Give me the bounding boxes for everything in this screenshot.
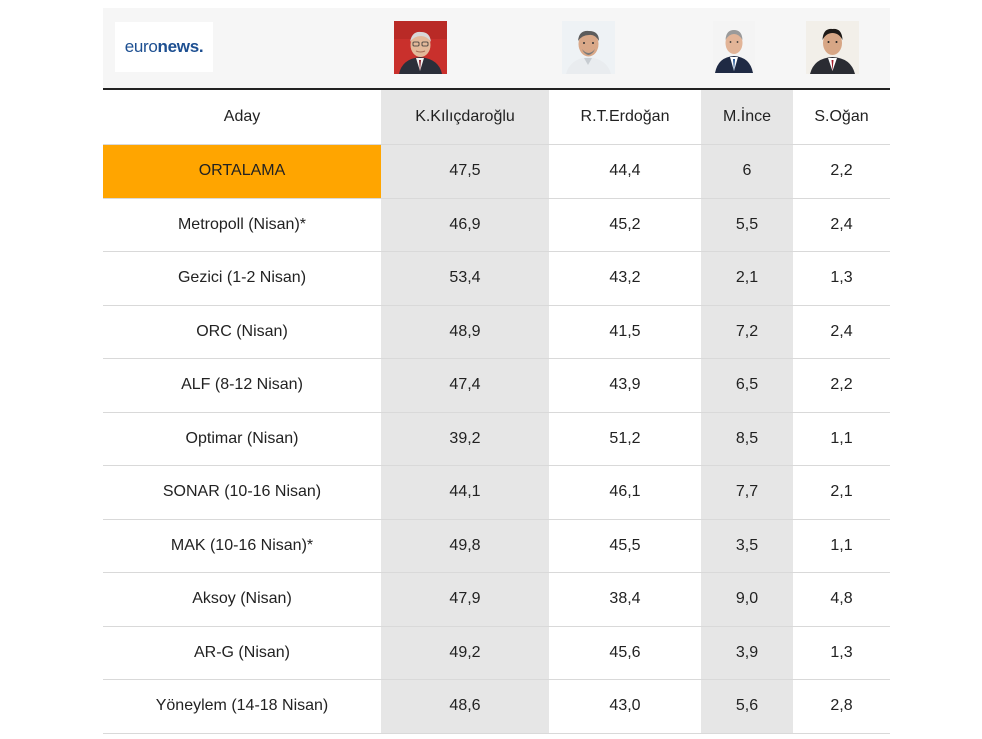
- value-ince: 3,9: [701, 626, 793, 679]
- row-label: ALF (8-12 Nisan): [181, 376, 303, 394]
- row-label: Gezici (1-2 Nisan): [177, 269, 307, 287]
- value-ogan: 2,8: [830, 697, 853, 715]
- table-row: MAK (10-16 Nisan)* 49,8 45,5 3,5 1,1: [103, 519, 890, 573]
- row-label: ORTALAMA: [103, 145, 381, 198]
- row-label: MAK (10-16 Nisan)*: [170, 536, 314, 554]
- value-ince: 6: [701, 145, 793, 198]
- value-ogan: 2,4: [830, 215, 853, 233]
- euronews-logo[interactable]: euro news.: [115, 22, 213, 72]
- value-erdogan: 43,0: [609, 697, 641, 715]
- value-ogan: 2,2: [830, 162, 853, 180]
- header-kilicdaroglu: K.Kılıçdaroğlu: [381, 90, 549, 144]
- row-label: Metropoll (Nisan)*: [177, 215, 307, 233]
- table-row: ORC (Nisan) 48,9 41,5 7,2 2,4: [103, 305, 890, 359]
- value-ogan: 4,8: [830, 590, 853, 608]
- row-label: Yöneylem (14-18 Nisan): [155, 697, 329, 715]
- table-row: Gezici (1-2 Nisan) 53,4 43,2 2,1 1,3: [103, 252, 890, 306]
- value-erdogan: 44,4: [609, 162, 641, 180]
- value-kilicdaroglu: 48,9: [381, 305, 549, 358]
- value-ogan: 1,3: [830, 269, 853, 287]
- value-ince: 3,5: [701, 519, 793, 572]
- candidate-photo-ogan: [806, 21, 859, 74]
- value-erdogan: 45,6: [609, 643, 641, 661]
- value-ince: 7,7: [701, 466, 793, 519]
- value-kilicdaroglu: 47,4: [381, 359, 549, 412]
- header-erdogan: R.T.Erdoğan: [580, 108, 670, 125]
- value-ince: 2,1: [701, 252, 793, 305]
- value-ince: 8,5: [701, 412, 793, 465]
- table-row: Aksoy (Nisan) 47,9 38,4 9,0 4,8: [103, 573, 890, 627]
- candidate-photo-ince: [713, 21, 755, 73]
- row-label: SONAR (10-16 Nisan): [162, 483, 322, 501]
- row-label: AR-G (Nisan): [193, 643, 290, 661]
- table-row: AR-G (Nisan) 49,2 45,6 3,9 1,3: [103, 626, 890, 680]
- row-label: ORC (Nisan): [196, 322, 288, 340]
- candidate-photo-kilicdaroglu: [394, 21, 447, 74]
- value-ince: 9,0: [701, 573, 793, 626]
- value-kilicdaroglu: 47,5: [381, 145, 549, 198]
- value-erdogan: 43,2: [609, 269, 641, 287]
- table-header-images: euro news.: [103, 8, 890, 90]
- value-erdogan: 41,5: [609, 322, 641, 340]
- value-erdogan: 38,4: [609, 590, 641, 608]
- value-ogan: 1,3: [830, 643, 853, 661]
- column-header-row: Aday K.Kılıçdaroğlu R.T.Erdoğan M.İnce S…: [103, 90, 890, 145]
- value-kilicdaroglu: 49,8: [381, 519, 549, 572]
- value-ince: 7,2: [701, 305, 793, 358]
- value-ogan: 2,2: [830, 376, 853, 394]
- value-kilicdaroglu: 48,6: [381, 680, 549, 733]
- table-row: ALF (8-12 Nisan) 47,4 43,9 6,5 2,2: [103, 359, 890, 413]
- value-ince: 6,5: [701, 359, 793, 412]
- value-erdogan: 43,9: [609, 376, 641, 394]
- value-erdogan: 45,5: [609, 536, 641, 554]
- value-erdogan: 51,2: [609, 429, 641, 447]
- value-kilicdaroglu: 49,2: [381, 626, 549, 679]
- table-row: Optimar (Nisan) 39,2 51,2 8,5 1,1: [103, 412, 890, 466]
- value-kilicdaroglu: 39,2: [381, 412, 549, 465]
- value-ogan: 2,1: [830, 483, 853, 501]
- header-candidate-label: Aday: [223, 108, 261, 125]
- row-label: Aksoy (Nisan): [192, 590, 292, 608]
- value-ince: 5,6: [701, 680, 793, 733]
- value-erdogan: 45,2: [609, 215, 641, 233]
- candidate-photo-erdogan: [562, 21, 615, 74]
- value-ince: 5,5: [701, 198, 793, 251]
- table-row: SONAR (10-16 Nisan) 44,1 46,1 7,7 2,1: [103, 466, 890, 520]
- header-ince: M.İnce: [701, 90, 793, 144]
- value-ogan: 1,1: [830, 536, 853, 554]
- logo-text-news: news.: [157, 37, 204, 56]
- value-kilicdaroglu: 44,1: [381, 466, 549, 519]
- logo-text-euro: euro: [124, 37, 158, 56]
- header-ogan: S.Oğan: [814, 108, 869, 125]
- value-kilicdaroglu: 47,9: [381, 573, 549, 626]
- table-row-average: ORTALAMA 47,5 44,4 6 2,2: [103, 145, 890, 199]
- table-row: Yöneylem (14-18 Nisan) 48,6 43,0 5,6 2,8: [103, 680, 890, 734]
- poll-table: euro news.: [103, 8, 890, 734]
- row-label: Optimar (Nisan): [185, 429, 299, 447]
- value-ogan: 2,4: [830, 322, 853, 340]
- value-ogan: 1,1: [830, 429, 853, 447]
- value-kilicdaroglu: 53,4: [381, 252, 549, 305]
- table-row: Metropoll (Nisan)* 46,9 45,2 5,5 2,4: [103, 198, 890, 252]
- value-erdogan: 46,1: [609, 483, 641, 501]
- value-kilicdaroglu: 46,9: [381, 198, 549, 251]
